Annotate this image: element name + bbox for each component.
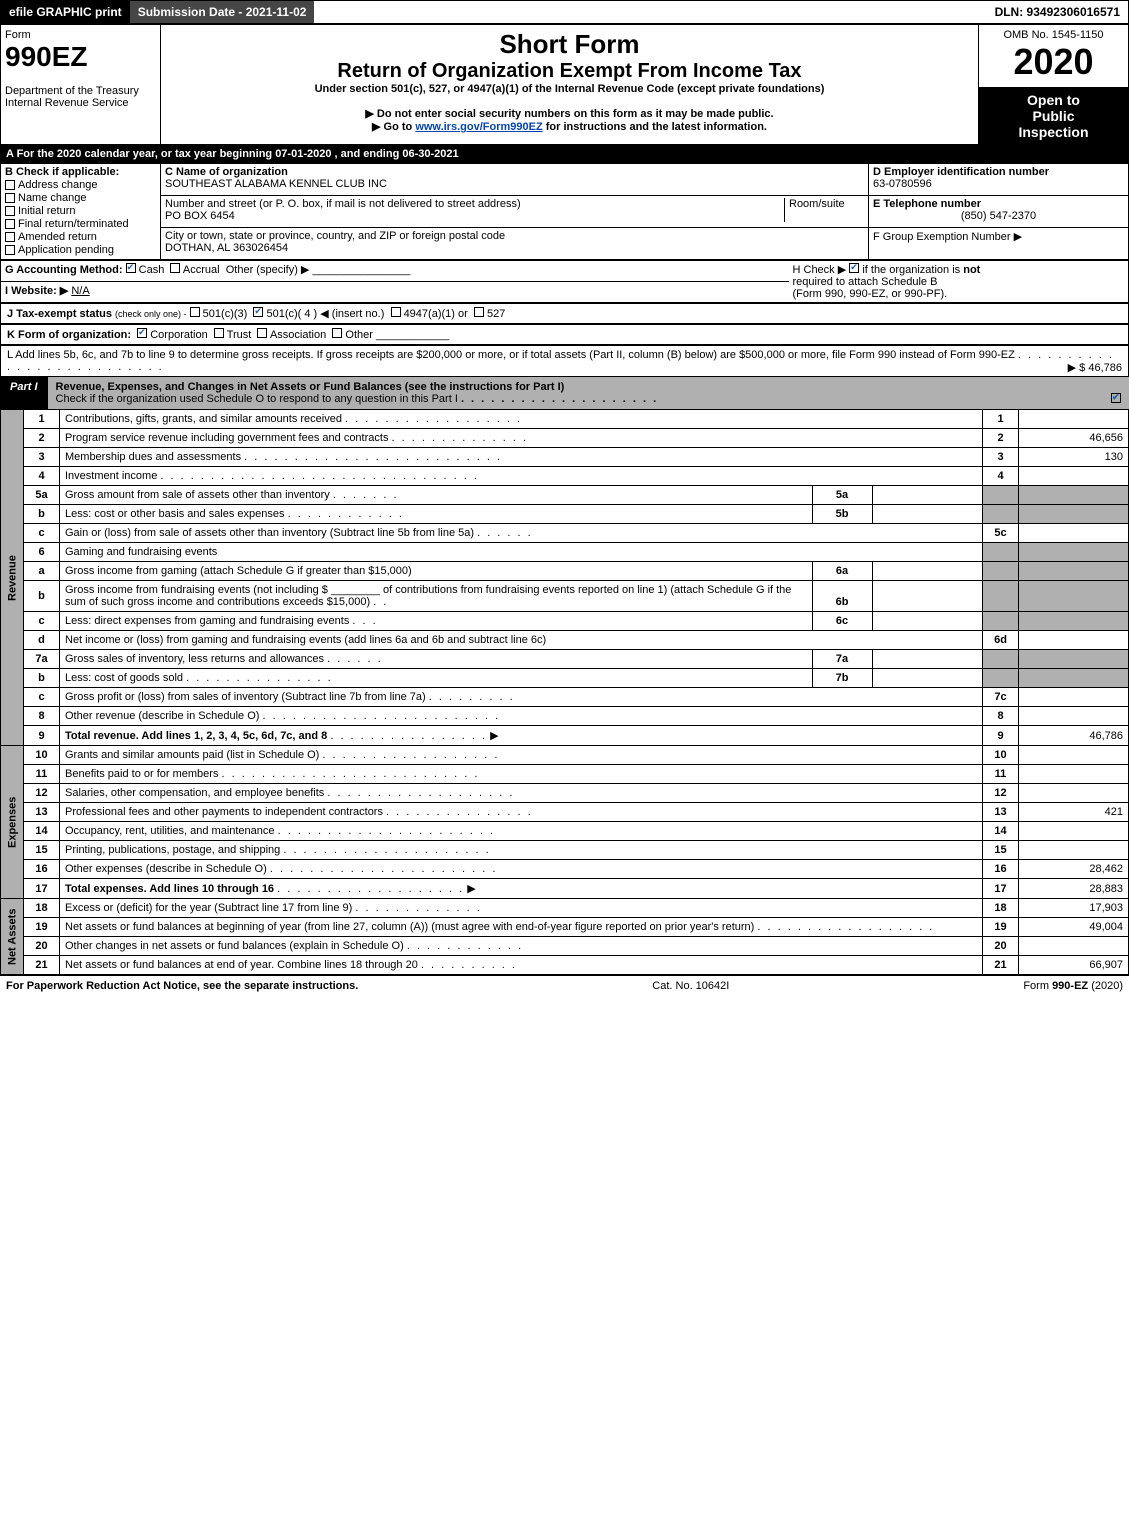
efile-print-btn[interactable]: efile GRAPHIC print [1, 1, 130, 23]
tax-year: 2020 [983, 41, 1124, 83]
chk-schedule-b-not-required[interactable] [849, 263, 859, 273]
box-b-title: B Check if applicable: [5, 166, 119, 178]
box-e-label: E Telephone number [873, 198, 981, 210]
row-j: J Tax-exempt status (check only one) - 5… [0, 303, 1129, 324]
addr-label: Number and street (or P. O. box, if mail… [165, 198, 521, 210]
chk-application-pending[interactable] [5, 245, 15, 255]
city-label: City or town, state or province, country… [165, 230, 505, 242]
chk-address-change[interactable] [5, 180, 15, 190]
chk-name-change[interactable] [5, 193, 15, 203]
short-form-title: Short Form [165, 29, 974, 60]
chk-501c3[interactable] [190, 307, 200, 317]
room-suite-label: Room/suite [784, 198, 864, 222]
part-1-lines: Revenue 1Contributions, gifts, grants, a… [0, 409, 1129, 975]
form-footer-right: Form 990-EZ (2020) [1023, 980, 1123, 992]
form-number: 990EZ [5, 41, 156, 73]
dept-irs: Internal Revenue Service [5, 97, 156, 109]
form-word: Form [5, 29, 156, 41]
box-f-label: F Group Exemption Number ▶ [869, 228, 1129, 260]
side-revenue: Revenue [1, 410, 24, 746]
org-info-table: B Check if applicable: Address change Na… [0, 163, 1129, 260]
org-name: SOUTHEAST ALABAMA KENNEL CLUB INC [165, 178, 387, 190]
row-a-tax-year: A For the 2020 calendar year, or tax yea… [0, 145, 1129, 163]
irs-link[interactable]: www.irs.gov/Form990EZ [415, 121, 542, 133]
dept-treasury: Department of the Treasury [5, 85, 156, 97]
city-value: DOTHAN, AL 363026454 [165, 242, 288, 254]
ein-value: 63-0780596 [873, 178, 932, 190]
topbar: efile GRAPHIC print Submission Date - 20… [0, 0, 1129, 24]
chk-amended-return[interactable] [5, 232, 15, 242]
submission-date-btn[interactable]: Submission Date - 2021-11-02 [130, 1, 315, 23]
chk-schedule-o-part1[interactable] [1111, 393, 1121, 403]
side-net-assets: Net Assets [1, 899, 24, 975]
row-l: L Add lines 5b, 6c, and 7b to line 9 to … [0, 345, 1129, 377]
chk-final-return[interactable] [5, 219, 15, 229]
side-expenses: Expenses [1, 746, 24, 899]
main-title: Return of Organization Exempt From Incom… [165, 60, 974, 83]
phone-value: (850) 547-2370 [873, 210, 1124, 222]
chk-527[interactable] [474, 307, 484, 317]
part-1-header: Part I Revenue, Expenses, and Changes in… [0, 377, 1129, 409]
box-d-label: D Employer identification number [873, 166, 1049, 178]
cat-no: Cat. No. 10642I [652, 980, 729, 992]
chk-initial-return[interactable] [5, 206, 15, 216]
open-inspection-box: Open to Public Inspection [979, 88, 1129, 145]
gross-receipts-amount: ▶ $ 46,786 [1068, 361, 1122, 374]
chk-4947a1[interactable] [391, 307, 401, 317]
goto-line: ▶ Go to www.irs.gov/Form990EZ for instru… [165, 120, 974, 133]
chk-trust[interactable] [214, 328, 224, 338]
row-i-label: I Website: ▶ [5, 285, 68, 297]
row-g-label: G Accounting Method: [5, 264, 123, 276]
website-value: N/A [71, 285, 89, 297]
page-footer: For Paperwork Reduction Act Notice, see … [0, 975, 1129, 996]
box-c-label: C Name of organization [165, 166, 288, 178]
chk-corporation[interactable] [137, 328, 147, 338]
chk-accrual[interactable] [170, 263, 180, 273]
addr-value: PO BOX 6454 [165, 210, 235, 222]
chk-association[interactable] [257, 328, 267, 338]
chk-501c[interactable] [253, 307, 263, 317]
dln-label: DLN: 93492306016571 [987, 1, 1128, 23]
chk-other-org[interactable] [332, 328, 342, 338]
row-k: K Form of organization: Corporation Trus… [0, 324, 1129, 345]
chk-cash[interactable] [126, 263, 136, 273]
form-header: Form 990EZ Department of the Treasury In… [0, 24, 1129, 145]
under-section: Under section 501(c), 527, or 4947(a)(1)… [165, 83, 974, 95]
omb-number: OMB No. 1545-1150 [983, 29, 1124, 41]
row-h-pre: H Check ▶ [793, 264, 847, 276]
paperwork-notice: For Paperwork Reduction Act Notice, see … [6, 980, 358, 992]
ssn-warning: ▶ Do not enter social security numbers o… [165, 107, 974, 120]
